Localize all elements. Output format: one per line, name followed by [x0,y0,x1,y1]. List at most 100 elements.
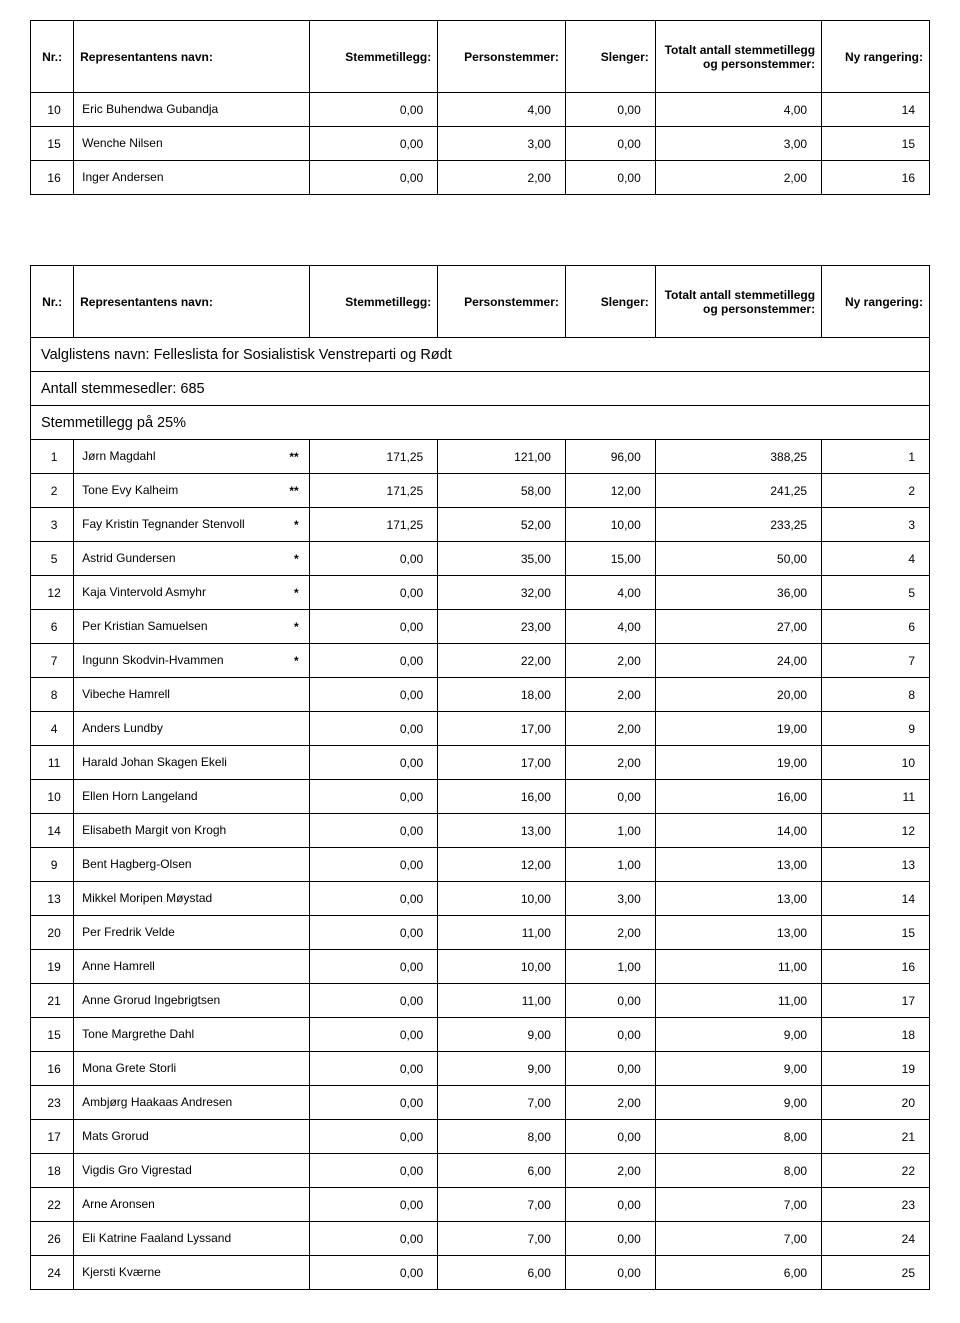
table-row: 11Harald Johan Skagen Ekeli0,0017,002,00… [31,746,930,780]
cell-stem: 0,00 [309,1222,438,1256]
cell-nr: 10 [31,780,74,814]
cell-stem: 0,00 [309,1052,438,1086]
cell-nr: 13 [31,882,74,916]
cell-nr: 4 [31,712,74,746]
cell-name: Jørn Magdahl** [74,440,310,474]
cell-name: Vibeche Hamrell [74,678,310,712]
rep-name: Ambjørg Haakaas Andresen [82,1096,303,1110]
cell-stem: 0,00 [309,916,438,950]
cell-pers: 2,00 [438,161,566,195]
cell-rang: 18 [822,1018,930,1052]
section-list-name: Valglistens navn: Felleslista for Sosial… [31,338,930,372]
cell-tot: 11,00 [655,984,821,1018]
th-tot: Totalt antall stemmetillegg og personste… [655,266,821,338]
cell-tot: 11,00 [655,950,821,984]
th-nr: Nr.: [31,21,74,93]
th-slen: Slenger: [565,266,655,338]
cell-slen: 2,00 [565,1086,655,1120]
cell-name: Fay Kristin Tegnander Stenvoll* [74,508,310,542]
rep-name: Elisabeth Margit von Krogh [82,824,303,838]
cell-slen: 4,00 [565,610,655,644]
cell-name: Anne Grorud Ingebrigtsen [74,984,310,1018]
th-stem: Stemmetillegg: [309,266,438,338]
cell-rang: 14 [822,93,930,127]
results-table-top: Nr.: Representantens navn: Stemmetillegg… [30,20,930,195]
cell-pers: 17,00 [438,712,566,746]
rep-name: Kaja Vintervold Asmyhr [82,586,288,600]
th-rang: Ny rangering: [822,266,930,338]
section-ballots: Antall stemmesedler: 685 [31,372,930,406]
cell-nr: 10 [31,93,74,127]
cell-nr: 26 [31,1222,74,1256]
table-row: 4Anders Lundby0,0017,002,0019,009 [31,712,930,746]
rep-name: Ingunn Skodvin-Hvammen [82,654,288,668]
table-row: 22Arne Aronsen0,007,000,007,0023 [31,1188,930,1222]
cell-name: Ingunn Skodvin-Hvammen* [74,644,310,678]
table-row: 1Jørn Magdahl**171,25121,0096,00388,251 [31,440,930,474]
cell-name: Anne Hamrell [74,950,310,984]
cell-name: Inger Andersen [74,161,310,195]
cell-slen: 12,00 [565,474,655,508]
cell-tot: 8,00 [655,1154,821,1188]
cell-name: Arne Aronsen [74,1188,310,1222]
cell-stem: 171,25 [309,440,438,474]
rep-name: Fay Kristin Tegnander Stenvoll [82,518,288,532]
table-row: 17Mats Grorud0,008,000,008,0021 [31,1120,930,1154]
cell-tot: 388,25 [655,440,821,474]
cell-name: Elisabeth Margit von Krogh [74,814,310,848]
bonus-cell: Stemmetillegg på 25% [31,406,930,440]
cell-pers: 121,00 [438,440,566,474]
cell-slen: 2,00 [565,644,655,678]
cell-tot: 50,00 [655,542,821,576]
rep-name: Anders Lundby [82,722,303,736]
cell-name: Ambjørg Haakaas Andresen [74,1086,310,1120]
cell-slen: 96,00 [565,440,655,474]
cell-stem: 0,00 [309,984,438,1018]
th-tot: Totalt antall stemmetillegg og personste… [655,21,821,93]
table-row: 10Ellen Horn Langeland0,0016,000,0016,00… [31,780,930,814]
cell-rang: 4 [822,542,930,576]
cell-stem: 0,00 [309,1120,438,1154]
cell-tot: 8,00 [655,1120,821,1154]
rep-name: Tone Evy Kalheim [82,484,283,498]
cell-rang: 16 [822,950,930,984]
cell-nr: 24 [31,1256,74,1290]
cell-rang: 23 [822,1188,930,1222]
table-row: 2Tone Evy Kalheim**171,2558,0012,00241,2… [31,474,930,508]
cell-nr: 2 [31,474,74,508]
rep-name: Mona Grete Storli [82,1062,303,1076]
cell-pers: 6,00 [438,1256,566,1290]
cell-nr: 22 [31,1188,74,1222]
cell-stem: 0,00 [309,1188,438,1222]
cell-nr: 15 [31,1018,74,1052]
cell-nr: 7 [31,644,74,678]
th-rang: Ny rangering: [822,21,930,93]
cell-tot: 4,00 [655,93,821,127]
table-row: 15Tone Margrethe Dahl0,009,000,009,0018 [31,1018,930,1052]
rep-name: Anne Grorud Ingebrigtsen [82,994,303,1008]
cell-stem: 0,00 [309,542,438,576]
cell-tot: 9,00 [655,1052,821,1086]
cell-stem: 0,00 [309,610,438,644]
cell-nr: 8 [31,678,74,712]
cell-tot: 7,00 [655,1188,821,1222]
cell-nr: 3 [31,508,74,542]
rep-name: Mikkel Moripen Møystad [82,892,303,906]
th-pers: Personstemmer: [438,21,566,93]
cell-nr: 21 [31,984,74,1018]
rep-name: Jørn Magdahl [82,450,283,464]
priority-mark: * [288,586,303,600]
cell-pers: 18,00 [438,678,566,712]
cell-tot: 233,25 [655,508,821,542]
cell-rang: 21 [822,1120,930,1154]
cell-rang: 15 [822,127,930,161]
cell-tot: 24,00 [655,644,821,678]
rep-name: Arne Aronsen [82,1198,303,1212]
cell-slen: 0,00 [565,984,655,1018]
cell-name: Harald Johan Skagen Ekeli [74,746,310,780]
cell-stem: 0,00 [309,644,438,678]
table-row: 14Elisabeth Margit von Krogh0,0013,001,0… [31,814,930,848]
cell-pers: 16,00 [438,780,566,814]
priority-mark: * [288,518,303,532]
cell-slen: 0,00 [565,1052,655,1086]
